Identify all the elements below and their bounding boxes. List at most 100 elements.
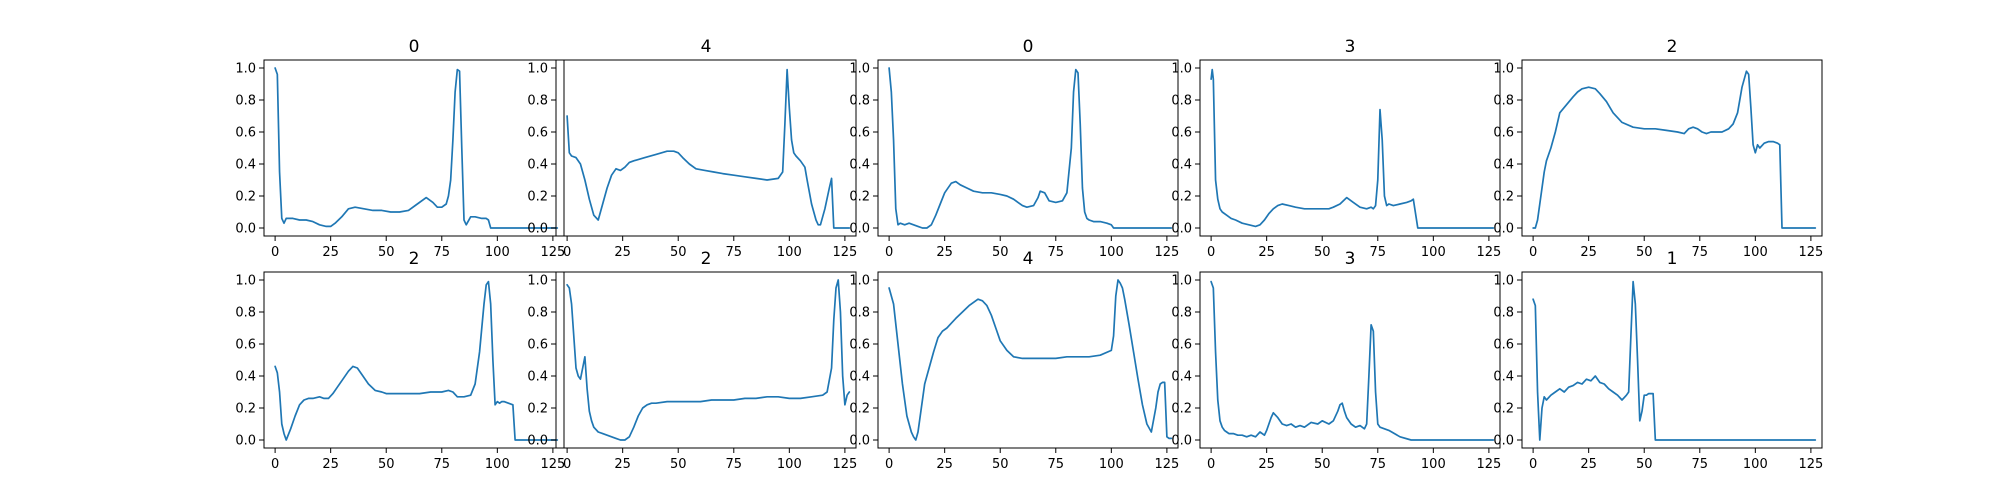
y-tick-label: 1.0 <box>235 274 256 289</box>
x-tick-label: 25 <box>614 245 631 260</box>
x-tick-label: 125 <box>540 457 565 472</box>
axes-frame <box>555 59 857 237</box>
series-line <box>274 280 559 441</box>
x-tick-label: 100 <box>485 457 510 472</box>
y-tick-label: 1.0 <box>527 274 548 289</box>
series-line <box>1532 70 1817 229</box>
x-tick-label: 75 <box>726 457 743 472</box>
y-tick-label: 0.2 <box>849 402 870 417</box>
y-tick-label: 0.0 <box>235 434 256 449</box>
x-tick-label: 75 <box>726 245 743 260</box>
y-tick-label: 1.0 <box>235 62 256 77</box>
y-tick-label: 0.8 <box>849 306 870 321</box>
x-tick-label: 50 <box>378 245 395 260</box>
y-tick-label: 0.6 <box>235 126 256 141</box>
y-tick-label: 1.0 <box>1493 274 1514 289</box>
x-tick-label: 125 <box>1798 457 1823 472</box>
y-tick-label: 0.8 <box>1171 306 1192 321</box>
x-tick-label: 0 <box>1529 245 1537 260</box>
y-tick-label: 0.6 <box>1493 338 1514 353</box>
x-tick-label: 50 <box>670 457 687 472</box>
y-tick-label: 0.2 <box>1493 190 1514 205</box>
axes-frame <box>1521 271 1823 449</box>
y-tick-label: 0.0 <box>1493 434 1514 449</box>
y-tick-label: 0.2 <box>1171 402 1192 417</box>
x-tick-label: 50 <box>670 245 687 260</box>
axes-frame <box>1199 59 1501 237</box>
y-tick-label: 0.6 <box>527 338 548 353</box>
x-tick-label: 0 <box>271 457 279 472</box>
subplot-9: 3 0 25 50 75 100 125 0.0 0.2 0.4 0.6 0.8 1.0 <box>1171 249 1501 472</box>
series-line <box>1210 280 1495 441</box>
y-tick-label: 0.8 <box>1493 94 1514 109</box>
y-tick-label: 0.0 <box>849 434 870 449</box>
axes-frame <box>877 59 1179 237</box>
x-tick-label: 100 <box>777 457 802 472</box>
series-line <box>566 279 851 441</box>
y-tick-label: 0.6 <box>527 126 548 141</box>
x-tick-label: 100 <box>485 245 510 260</box>
x-tick-label: 0 <box>1207 245 1215 260</box>
x-tick-label: 50 <box>378 457 395 472</box>
y-tick-label: 0.2 <box>527 190 548 205</box>
y-tick-label: 1.0 <box>1493 62 1514 77</box>
y-tick-label: 0.8 <box>1171 94 1192 109</box>
x-tick-label: 100 <box>1421 457 1446 472</box>
y-tick-label: 0.6 <box>849 126 870 141</box>
x-tick-label: 0 <box>563 245 571 260</box>
x-tick-label: 75 <box>1692 457 1709 472</box>
x-tick-label: 25 <box>322 245 339 260</box>
x-tick-label: 50 <box>1314 245 1331 260</box>
x-tick-label: 0 <box>885 457 893 472</box>
y-tick-label: 0.2 <box>1493 402 1514 417</box>
axes-frame <box>1199 271 1501 449</box>
axes-frame <box>555 271 857 449</box>
y-tick-label: 0.0 <box>849 222 870 237</box>
subplot-8: 4 0 25 50 75 100 125 0.0 0.2 0.4 0.6 0.8 1.0 <box>849 249 1179 472</box>
y-tick-label: 0.8 <box>527 94 548 109</box>
y-tick-label: 0.4 <box>849 158 870 173</box>
y-tick-label: 0.8 <box>235 306 256 321</box>
subplot-title: 2 <box>701 249 712 269</box>
y-tick-label: 0.6 <box>1171 338 1192 353</box>
x-tick-label: 125 <box>1798 245 1823 260</box>
x-tick-label: 50 <box>992 245 1009 260</box>
x-tick-label: 75 <box>1370 245 1387 260</box>
x-tick-label: 75 <box>1048 457 1065 472</box>
y-tick-label: 0.2 <box>235 190 256 205</box>
y-tick-label: 0.2 <box>527 402 548 417</box>
x-tick-label: 75 <box>1692 245 1709 260</box>
x-tick-label: 25 <box>1580 457 1597 472</box>
x-tick-label: 125 <box>540 245 565 260</box>
x-tick-label: 125 <box>1476 457 1501 472</box>
series-line <box>1210 68 1495 229</box>
y-tick-label: 0.0 <box>235 222 256 237</box>
y-tick-label: 1.0 <box>1171 62 1192 77</box>
series-line <box>274 67 559 229</box>
subplot-4: 3 0 25 50 75 100 125 0.0 0.2 0.4 0.6 0.8 1.0 <box>1171 37 1501 260</box>
subplot-10: 1 0 25 50 75 100 125 0.0 0.2 0.4 0.6 0.8 1.0 <box>1493 249 1823 472</box>
y-tick-label: 0.6 <box>235 338 256 353</box>
y-tick-label: 0.4 <box>527 370 548 385</box>
x-tick-label: 0 <box>1207 457 1215 472</box>
y-tick-label: 0.2 <box>849 190 870 205</box>
subplot-5: 2 0 25 50 75 100 125 0.0 0.2 0.4 0.6 0.8 1.0 <box>1493 37 1823 260</box>
subplot-title: 4 <box>1023 249 1034 269</box>
x-tick-label: 100 <box>1099 245 1124 260</box>
x-tick-label: 25 <box>322 457 339 472</box>
y-tick-label: 0.4 <box>1493 158 1514 173</box>
y-tick-label: 0.8 <box>849 94 870 109</box>
series-line <box>888 67 1173 229</box>
x-tick-label: 0 <box>563 457 571 472</box>
x-tick-label: 25 <box>936 245 953 260</box>
y-tick-label: 0.8 <box>1493 306 1514 321</box>
subplot-title: 2 <box>409 249 420 269</box>
x-tick-label: 125 <box>1154 457 1179 472</box>
subplot-title: 0 <box>1023 37 1034 57</box>
subplot-title: 1 <box>1667 249 1678 269</box>
x-tick-label: 0 <box>271 245 279 260</box>
y-tick-label: 0.2 <box>235 402 256 417</box>
x-tick-label: 50 <box>1314 457 1331 472</box>
series-line <box>1532 280 1817 441</box>
x-tick-label: 75 <box>1370 457 1387 472</box>
